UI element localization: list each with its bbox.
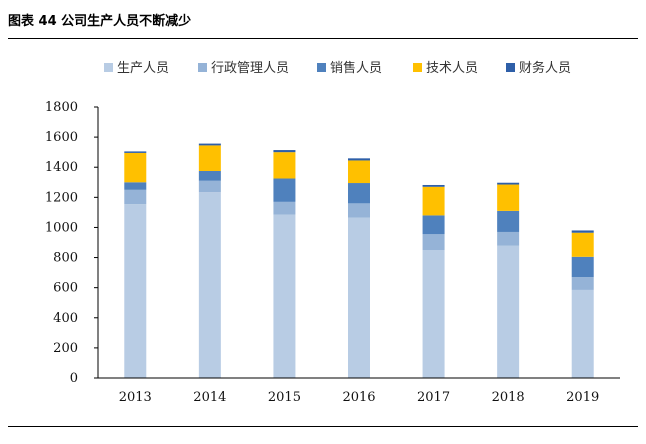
x-tick-label: 2018 [492, 390, 525, 405]
bar-segment [198, 170, 221, 181]
bar-segment [198, 145, 221, 171]
y-tick-label: 1800 [45, 100, 78, 115]
bar-segment [571, 256, 594, 278]
bar-segment [348, 160, 370, 184]
legend-swatch [506, 63, 515, 72]
bar-segment [348, 217, 370, 378]
y-tick-label: 200 [53, 341, 78, 356]
bar-segment [571, 232, 594, 257]
bar-segment [497, 182, 520, 185]
y-tick-label: 1400 [45, 160, 78, 175]
bar-segment [422, 186, 445, 216]
bar-segment [124, 189, 147, 205]
bar-segment [422, 184, 445, 187]
bar-segment [422, 250, 445, 378]
bar-segment [273, 178, 296, 202]
y-tick-label: 1000 [45, 220, 78, 235]
bottom-divider [8, 426, 638, 427]
figure-title: 图表 44 公司生产人员不断减少 [8, 14, 192, 29]
stacked-bar-chart: 生产人员 行政管理人员 销售人员 技术人员 财务人员 0 200 400 600 800 1000… [45, 60, 620, 405]
y-tick-label: 1600 [45, 130, 78, 145]
bar-segment [571, 230, 594, 233]
y-tick-label: 400 [53, 311, 78, 326]
legend-label: 财务人员 [519, 60, 571, 76]
bar-segment [273, 152, 296, 179]
bar-segment [422, 215, 445, 235]
bar-segment [273, 150, 296, 153]
bar-segment [273, 201, 296, 215]
bar-segment [198, 192, 221, 378]
bar-segment [497, 231, 520, 246]
x-tick-label: 2016 [342, 390, 375, 405]
legend-label: 行政管理人员 [211, 61, 289, 76]
bar-segment [124, 151, 147, 153]
bar-segment [124, 152, 147, 183]
x-tick-label: 2017 [417, 390, 450, 405]
y-tick-label: 800 [53, 251, 78, 266]
bar-segment [422, 234, 445, 251]
bar-segment [571, 289, 594, 378]
legend-swatch [317, 63, 326, 72]
legend-swatch [413, 63, 422, 72]
legend-label: 生产人员 [117, 61, 169, 76]
x-tick-label: 2014 [193, 390, 226, 405]
x-tick-label: 2013 [119, 390, 152, 405]
x-tick-label: 2015 [268, 390, 301, 405]
y-axis: 0 200 400 600 800 1000 1200 1400 1600 1800 [45, 100, 99, 386]
legend-swatch [198, 63, 207, 72]
x-tick-label: 2019 [566, 390, 599, 405]
legend-swatch [104, 63, 113, 72]
bar-segment [198, 180, 221, 193]
legend-label: 销售人员 [330, 60, 382, 76]
y-tick-label: 0 [70, 371, 78, 386]
bar-segment [273, 214, 296, 378]
y-tick-label: 600 [53, 281, 78, 296]
legend-label: 技术人员 [426, 61, 478, 76]
bar-segment [124, 204, 147, 378]
bar-segment [124, 182, 147, 190]
legend: 生产人员 行政管理人员 销售人员 技术人员 财务人员 [104, 60, 571, 76]
bar-segment [198, 143, 221, 146]
bar-segment [497, 245, 520, 378]
bar-segment [348, 203, 370, 218]
x-axis: 2013 2014 2015 2016 2017 2018 2019 [98, 377, 620, 405]
bar-segment [497, 184, 520, 211]
bar-segment [348, 158, 370, 161]
y-tick-label: 1200 [45, 190, 78, 205]
bars [124, 143, 594, 378]
bar-segment [497, 210, 520, 232]
title-divider [8, 38, 638, 39]
bar-segment [571, 277, 594, 290]
bar-segment [348, 183, 370, 204]
